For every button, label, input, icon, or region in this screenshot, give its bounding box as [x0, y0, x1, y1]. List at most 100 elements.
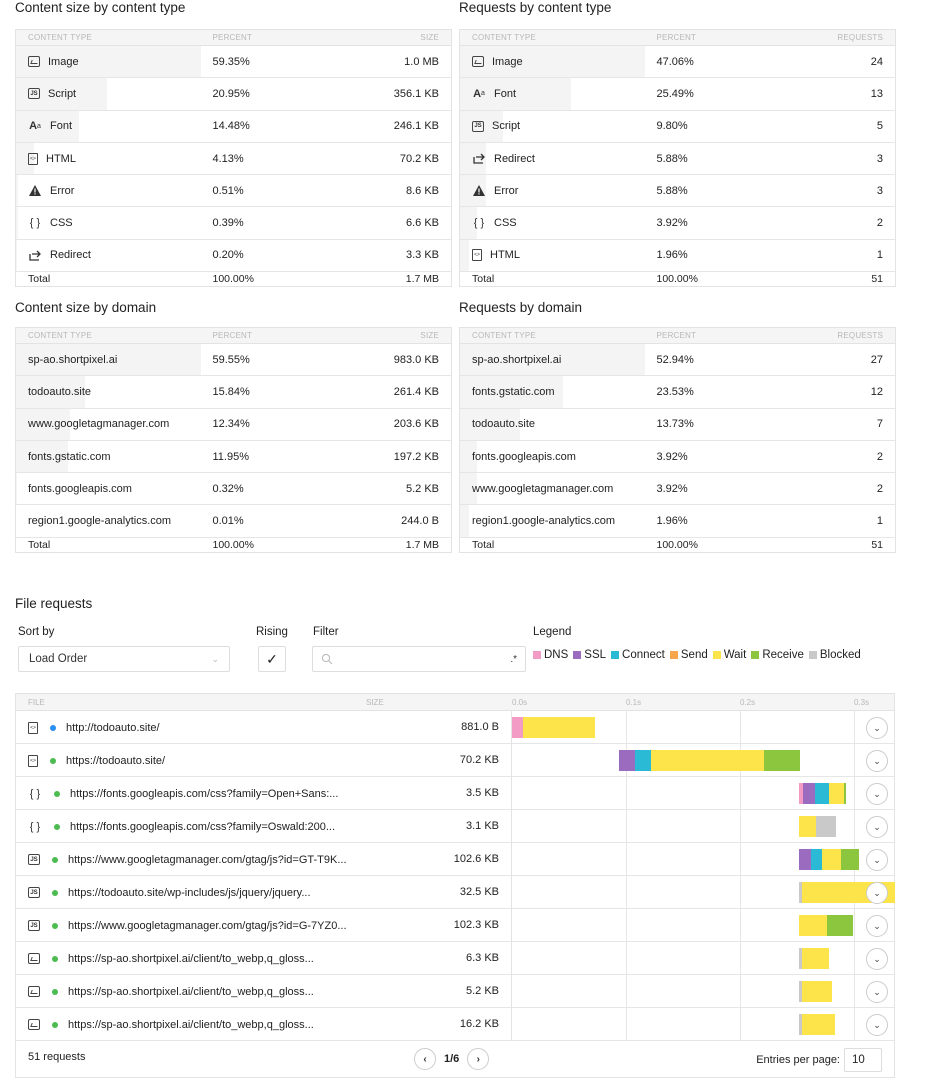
- row-percent: 0.20%: [212, 249, 244, 262]
- table-row: { } CSS 3.92% 2: [459, 206, 896, 240]
- row-percent: 15.84%: [212, 385, 250, 398]
- row-value: 70.2 KB: [350, 142, 452, 176]
- file-request-row[interactable]: <> http://todoauto.site/881.0 B ⌄: [16, 711, 894, 744]
- row-value: 244.0 B: [350, 504, 452, 538]
- timing-segment-blocked: [799, 882, 802, 903]
- column-header: PERCENT: [644, 29, 795, 46]
- file-url: https://fonts.googleapis.com/css?family=…: [70, 787, 339, 800]
- total-value: 51: [871, 273, 883, 286]
- share-bar: [460, 110, 503, 142]
- expand-row-button[interactable]: ⌄: [866, 981, 888, 1003]
- file-request-row[interactable]: JS https://www.googletagmanager.com/gtag/…: [16, 909, 894, 942]
- prev-page-button[interactable]: ‹: [414, 1048, 436, 1070]
- file-url: https://todoauto.site/wp-includes/js/jqu…: [68, 886, 311, 899]
- share-bar: [16, 473, 18, 504]
- row-label: todoauto.site: [28, 385, 91, 398]
- row-percent: 5.88%: [656, 184, 688, 197]
- expand-row-button[interactable]: ⌄: [866, 1014, 888, 1036]
- redirect-icon: [472, 153, 486, 165]
- expand-row-button[interactable]: ⌄: [866, 948, 888, 970]
- share-bar: [460, 376, 563, 408]
- file-name-cell: { } https://fonts.googleapis.com/css?fami…: [28, 810, 335, 843]
- row-value: 6.6 KB: [350, 206, 452, 240]
- row-value: 12: [794, 375, 896, 409]
- sort-by-label: Sort by: [18, 626, 55, 638]
- status-dot-icon: [52, 955, 58, 962]
- row-percent: 0.32%: [212, 482, 244, 495]
- legend-item-ssl: SSL: [573, 649, 606, 661]
- html-icon: <>: [472, 249, 482, 262]
- image-icon: [472, 56, 484, 68]
- row-label: Script: [48, 87, 77, 100]
- row-label: CSS: [50, 217, 73, 230]
- row-percent: 0.51%: [212, 184, 244, 197]
- file-request-row[interactable]: https://sp-ao.shortpixel.ai/client/to_we…: [16, 975, 894, 1008]
- file-request-row[interactable]: JS https://todoauto.site/wp-includes/js/j…: [16, 876, 894, 909]
- sort-by-value: Load Order: [29, 653, 88, 665]
- table-row: sp-ao.shortpixel.ai 52.94% 27: [459, 343, 896, 377]
- column-header: CONTENT TYPE: [15, 29, 201, 46]
- row-value: 1: [794, 504, 896, 538]
- legend-swatch: [751, 651, 760, 659]
- rising-checkbox[interactable]: ✓: [258, 646, 286, 672]
- file-request-row[interactable]: { } https://fonts.googleapis.com/css?fami…: [16, 777, 894, 810]
- row-value: 8.6 KB: [350, 174, 452, 208]
- row-label: Script: [492, 120, 521, 133]
- row-label: Image: [48, 55, 79, 68]
- file-requests-table: FILE SIZE 0.0s 0.1s 0.2s 0.3s <> http://todo…: [15, 693, 895, 1078]
- file-name-cell: https://sp-ao.shortpixel.ai/client/to_we…: [28, 942, 314, 975]
- timing-segment-dns: [512, 717, 524, 738]
- file-request-row[interactable]: <> https://todoauto.site/70.2 KB ⌄: [16, 744, 894, 777]
- share-bar: [16, 344, 201, 375]
- table-row: <> HTML 4.13% 70.2 KB: [15, 142, 452, 176]
- file-name-cell: JS https://www.googletagmanager.com/gtag/…: [28, 909, 347, 942]
- row-value: 983.0 KB: [350, 343, 452, 377]
- file-url: https://sp-ao.shortpixel.ai/client/to_we…: [68, 985, 314, 998]
- share-bar: [460, 408, 520, 440]
- regex-toggle[interactable]: .*: [510, 653, 517, 665]
- column-header: PERCENT: [644, 327, 795, 344]
- expand-row-button[interactable]: ⌄: [866, 783, 888, 805]
- total-row: Total 100.00% 1.7 MB: [16, 537, 452, 552]
- total-row: Total 100.00% 51: [460, 272, 896, 287]
- expand-row-button[interactable]: ⌄: [866, 717, 888, 739]
- file-request-row[interactable]: { } https://fonts.googleapis.com/css?fami…: [16, 810, 894, 843]
- total-label: Total: [28, 538, 51, 551]
- file-size: 3.5 KB: [465, 787, 499, 799]
- file-request-row[interactable]: https://sp-ao.shortpixel.ai/client/to_we…: [16, 942, 894, 975]
- file-size: 5.2 KB: [465, 985, 499, 997]
- expand-row-button[interactable]: ⌄: [866, 915, 888, 937]
- requests-by-type-table: CONTENT TYPE PERCENT REQUESTS Image 47.06% 24…: [459, 29, 896, 288]
- file-request-row[interactable]: https://sp-ao.shortpixel.ai/client/to_we…: [16, 1008, 894, 1041]
- row-label: Font: [50, 120, 73, 133]
- timing-segment-receive: [826, 915, 853, 936]
- share-bar: [16, 78, 108, 110]
- legend-label-connect: Connect: [622, 649, 665, 661]
- table-row: fonts.googleapis.com 0.32% 5.2 KB: [15, 472, 452, 506]
- expand-row-button[interactable]: ⌄: [866, 882, 888, 904]
- row-label: Error: [50, 184, 75, 197]
- row-value: 261.4 KB: [350, 375, 452, 409]
- css-icon: { }: [29, 820, 41, 833]
- row-percent: 12.34%: [212, 418, 250, 431]
- entries-per-page-input[interactable]: 10: [844, 1048, 882, 1072]
- total-label: Total: [472, 538, 495, 551]
- next-page-button[interactable]: ›: [467, 1048, 490, 1070]
- file-size: 881.0 B: [461, 721, 499, 733]
- redirect-icon: [28, 249, 42, 261]
- sort-by-select[interactable]: Load Order ⌄: [18, 646, 230, 672]
- table-row: Error 0.51% 8.6 KB: [15, 174, 452, 208]
- share-bar: [460, 344, 645, 375]
- error-icon: [472, 185, 486, 197]
- file-request-row[interactable]: JS https://www.googletagmanager.com/gtag/…: [16, 843, 894, 876]
- filter-input[interactable]: .*: [312, 646, 526, 672]
- file-url: https://www.googletagmanager.com/gtag/js…: [68, 853, 347, 866]
- share-bar: [16, 207, 18, 239]
- row-label: Font: [494, 87, 517, 100]
- html-icon: <>: [28, 152, 38, 165]
- expand-row-button[interactable]: ⌄: [866, 816, 888, 838]
- expand-row-button[interactable]: ⌄: [866, 750, 888, 772]
- rising-label: Rising: [256, 626, 288, 638]
- expand-row-button[interactable]: ⌄: [866, 849, 888, 871]
- timing-segment-receive: [841, 849, 859, 870]
